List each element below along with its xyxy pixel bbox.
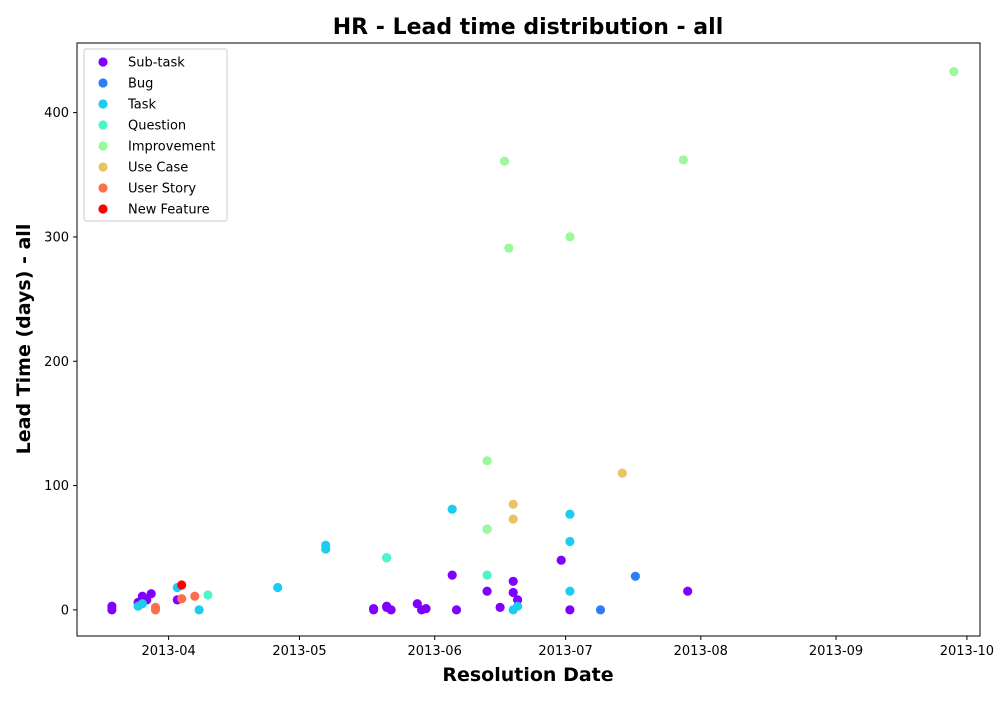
x-tick-label: 2013-08 (674, 644, 728, 659)
point-sub-task (146, 589, 156, 599)
legend-label: Sub-task (128, 56, 185, 71)
legend: Sub-task Bug Task Question Improvement Use Ca… (83, 48, 228, 222)
point-sub-task (556, 555, 566, 565)
y-tick-label: 0 (61, 603, 69, 618)
x-tick-label: 2013-10 (940, 644, 994, 659)
point-improvement (504, 243, 514, 253)
point-improvement (678, 155, 689, 165)
y-tick-label: 300 (44, 230, 69, 245)
plot-area-frame (76, 42, 981, 637)
chart-title: HR - Lead time distribution - all (333, 15, 723, 40)
point-task (137, 599, 147, 609)
legend-marker (98, 99, 108, 109)
legend-label: Use Case (128, 161, 188, 176)
y-tick-label: 100 (44, 479, 69, 494)
point-user-story (177, 594, 187, 604)
legend-marker (98, 162, 108, 172)
point-task (513, 601, 523, 611)
point-sub-task (508, 576, 518, 586)
y-tick-label: 200 (44, 355, 69, 370)
point-task (565, 586, 575, 596)
y-tick-label: 400 (44, 106, 69, 121)
legend-marker (98, 204, 108, 214)
point-sub-task (495, 602, 505, 613)
point-user-story (190, 591, 200, 601)
point-sub-task (447, 570, 457, 580)
point-improvement (499, 156, 510, 166)
points-layer (107, 67, 959, 615)
point-task (273, 582, 283, 593)
point-sub-task (513, 595, 523, 605)
legend-label: Improvement (128, 140, 215, 155)
x-tick-label: 2013-09 (809, 644, 863, 659)
point-sub-task (683, 586, 693, 596)
point-improvement (482, 524, 492, 534)
point-sub-task (565, 605, 575, 615)
point-task (194, 605, 204, 615)
point-improvement (482, 456, 492, 466)
x-tick-label: 2013-05 (272, 644, 326, 659)
x-tick-label: 2013-06 (408, 644, 462, 659)
point-task (565, 509, 575, 519)
point-task (565, 536, 575, 547)
point-task (447, 504, 457, 514)
point-sub-task (451, 605, 462, 615)
x-axis: 2013-04 2013-05 2013-06 2013-07 2013-08 2013-… (141, 636, 994, 659)
legend-label: Question (128, 119, 186, 134)
y-axis-label: Lead Time (days) - all (13, 224, 35, 455)
legend-marker (98, 120, 108, 130)
point-sub-task (107, 601, 117, 611)
legend-label: Task (127, 98, 157, 113)
legend-label: User Story (128, 182, 196, 197)
point-bug (595, 605, 606, 615)
legend-marker (98, 141, 108, 151)
point-question (382, 553, 392, 563)
legend-label: New Feature (128, 203, 210, 218)
point-new-feature (177, 580, 187, 590)
point-improvement (949, 67, 959, 77)
point-sub-task (508, 587, 518, 598)
legend-marker (98, 57, 108, 67)
point-use-case (508, 514, 518, 524)
legend-marker (98, 183, 108, 193)
legend-marker (98, 78, 108, 88)
point-sub-task (421, 604, 431, 614)
x-axis-label: Resolution Date (442, 664, 613, 686)
legend-label: Bug (128, 77, 153, 92)
legend-frame (83, 48, 228, 222)
x-tick-label: 2013-07 (538, 644, 592, 659)
point-user-story (150, 602, 161, 613)
y-axis: 0 100 200 300 400 (44, 106, 77, 618)
point-use-case (508, 499, 518, 509)
point-bug (630, 571, 641, 581)
point-sub-task (369, 604, 379, 614)
point-task (321, 544, 331, 554)
point-use-case (617, 468, 627, 478)
point-sub-task (386, 605, 396, 615)
point-question (482, 570, 492, 580)
point-sub-task (482, 586, 492, 596)
x-tick-label: 2013-04 (141, 644, 195, 659)
point-question (203, 590, 213, 600)
point-improvement (565, 232, 575, 242)
